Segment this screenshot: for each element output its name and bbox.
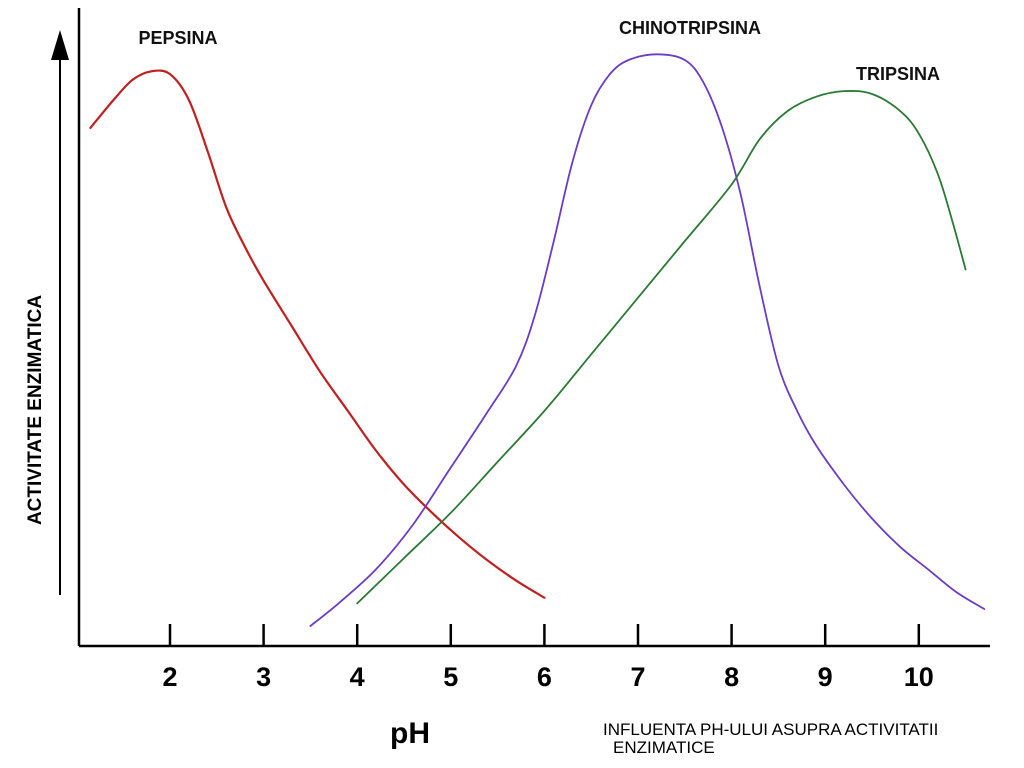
x-tick-labels: 2 3 4 5 6 7 8 9 10 [162, 662, 933, 692]
axes [51, 8, 990, 648]
x-tick-label-9: 9 [818, 662, 833, 692]
series-line-chinotripsina [309, 53, 986, 627]
x-tick-label-10: 10 [904, 662, 934, 692]
series-line-tripsina [356, 90, 967, 605]
series-label-tripsina: TRIPSINA [856, 64, 940, 84]
x-tick-label-7: 7 [630, 662, 645, 692]
x-tick-label-3: 3 [256, 662, 271, 692]
caption-line-1: INFLUENTA PH-ULUI ASUPRA ACTIVITATII [603, 720, 939, 739]
series-line-pepsina [89, 69, 546, 599]
caption-line-2: ENZIMATICE [613, 738, 715, 757]
series-label-chinotripsina: CHINOTRIPSINA [619, 18, 761, 38]
series-layer [89, 53, 986, 627]
x-tick-label-6: 6 [537, 662, 552, 692]
x-tick-label-4: 4 [350, 662, 365, 692]
y-axis-arrow-head-icon [51, 30, 69, 60]
series-labels: PEPSINA CHINOTRIPSINA TRIPSINA [138, 18, 940, 84]
series-label-pepsina: PEPSINA [138, 28, 217, 48]
x-ticks [168, 624, 921, 646]
x-tick-label-2: 2 [162, 662, 177, 692]
y-axis-title: ACTIVITATE ENZIMATICA [25, 295, 46, 525]
chart-caption: INFLUENTA PH-ULUI ASUPRA ACTIVITATII ENZ… [603, 721, 1013, 757]
x-tick-label-8: 8 [724, 662, 739, 692]
x-tick-label-5: 5 [443, 662, 458, 692]
x-axis-title: pH [390, 717, 430, 750]
